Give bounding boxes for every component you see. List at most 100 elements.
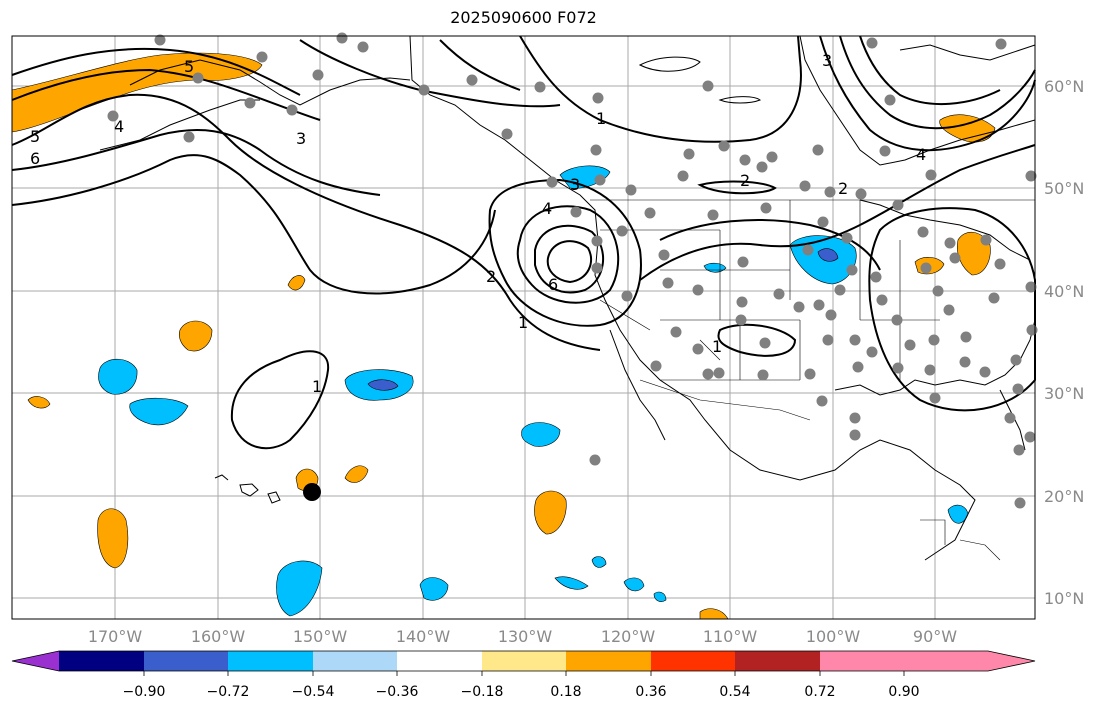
station-marker: [718, 140, 730, 152]
colorbar-tick: 0.72: [804, 684, 835, 700]
positive-anomaly-central-pacific: [178, 320, 213, 352]
graticule: [12, 36, 1035, 619]
station-marker: [904, 339, 916, 351]
station-marker: [1012, 383, 1024, 395]
map-frame: [11, 35, 1036, 620]
lon-label: 110°W: [703, 627, 758, 646]
map-title: 2025090600 F072: [450, 8, 597, 27]
station-marker: [757, 369, 769, 381]
colorbar-segment: [59, 651, 144, 671]
contour-label: 2: [740, 171, 750, 190]
station-marker: [616, 225, 628, 237]
station-marker: [625, 184, 637, 196]
station-marker: [312, 69, 324, 81]
station-marker: [256, 51, 268, 63]
station-marker: [1010, 354, 1022, 366]
station-marker: [546, 176, 558, 188]
station-marker: [924, 364, 936, 376]
contour-label: 6: [548, 275, 558, 294]
station-marker: [917, 226, 929, 238]
station-marker: [418, 84, 430, 96]
station-marker: [852, 361, 864, 373]
station-marker: [928, 334, 940, 346]
station-marker: [594, 174, 606, 186]
colorbar: −0.90 −0.72 −0.54 −0.36 −0.18 0.18 0.36 …: [11, 650, 1036, 700]
colorbar-tick: −0.90: [123, 684, 166, 700]
highlight-point: [303, 483, 321, 501]
station-marker: [849, 429, 861, 441]
positive-anomaly-east-hawaii: [344, 465, 369, 483]
lat-label: 50°N: [1044, 179, 1084, 198]
lon-label: 100°W: [806, 627, 861, 646]
contour-label: 4: [542, 199, 552, 218]
positive-anomaly-small: [287, 275, 306, 291]
station-marker: [737, 256, 749, 268]
station-marker: [692, 343, 704, 355]
contour-label: 3: [822, 51, 832, 70]
lon-label: 120°W: [601, 627, 656, 646]
positive-anomaly-west: [27, 396, 51, 409]
lon-label: 150°W: [293, 627, 348, 646]
station-marker: [644, 207, 656, 219]
contour-label: 5: [184, 57, 194, 76]
station-marker: [621, 290, 633, 302]
negative-anomaly-6: [554, 576, 589, 590]
station-marker: [816, 395, 828, 407]
colorbar-segment: [397, 651, 482, 671]
station-marker: [1024, 431, 1036, 443]
station-marker: [817, 216, 829, 228]
colorbar-segment: [228, 651, 313, 671]
negative-anomaly-8: [623, 577, 645, 592]
station-marker: [932, 285, 944, 297]
negative-anomaly-5: [419, 577, 449, 601]
colorbar-segment: [735, 651, 820, 671]
colorbar-extend-low: [12, 651, 59, 671]
station-marker: [870, 271, 882, 283]
station-marker: [849, 334, 861, 346]
colorbar-segment: [820, 651, 904, 671]
station-marker: [1025, 170, 1037, 182]
contour-label: 1: [712, 337, 722, 356]
station-marker: [943, 304, 955, 316]
station-marker: [658, 249, 670, 261]
colorbar-segment: [482, 651, 566, 671]
lon-label: 130°W: [498, 627, 553, 646]
station-marker: [876, 294, 888, 306]
contour-label: 1: [518, 313, 528, 332]
station-marker: [980, 234, 992, 246]
lat-label: 20°N: [1044, 487, 1084, 506]
station-marker: [804, 368, 816, 380]
negative-anomaly-2: [129, 397, 189, 426]
station-marker: [959, 356, 971, 368]
station-marker: [944, 237, 956, 249]
station-marker: [929, 392, 941, 404]
station-marker: [736, 296, 748, 308]
station-marker: [920, 262, 932, 274]
station-marker: [866, 346, 878, 358]
station-marker: [866, 37, 878, 49]
station-marker: [107, 110, 119, 122]
contour-label: 2: [838, 179, 848, 198]
station-marker: [735, 314, 747, 326]
station-marker: [793, 301, 805, 313]
colorbar-tick: −0.54: [292, 684, 335, 700]
colorbar-tick: 0.54: [719, 684, 750, 700]
station-marker: [591, 235, 603, 247]
station-markers: [107, 32, 1038, 509]
station-marker: [1013, 444, 1025, 456]
station-marker: [570, 206, 582, 218]
station-marker: [849, 412, 861, 424]
station-marker: [1014, 497, 1026, 509]
station-marker: [759, 337, 771, 349]
station-marker: [925, 169, 937, 181]
contour-label: 3: [570, 175, 580, 194]
station-marker: [846, 264, 858, 276]
political-borders: [590, 199, 1035, 561]
station-marker: [192, 72, 204, 84]
negative-anomaly-plains-core: [817, 248, 839, 262]
station-marker: [692, 284, 704, 296]
station-marker: [825, 309, 837, 321]
station-marker: [591, 262, 603, 274]
contour-labels: 5 4 5 6 3 3 1 2 2 4 3 6 4 2 1 1 1: [30, 51, 926, 396]
